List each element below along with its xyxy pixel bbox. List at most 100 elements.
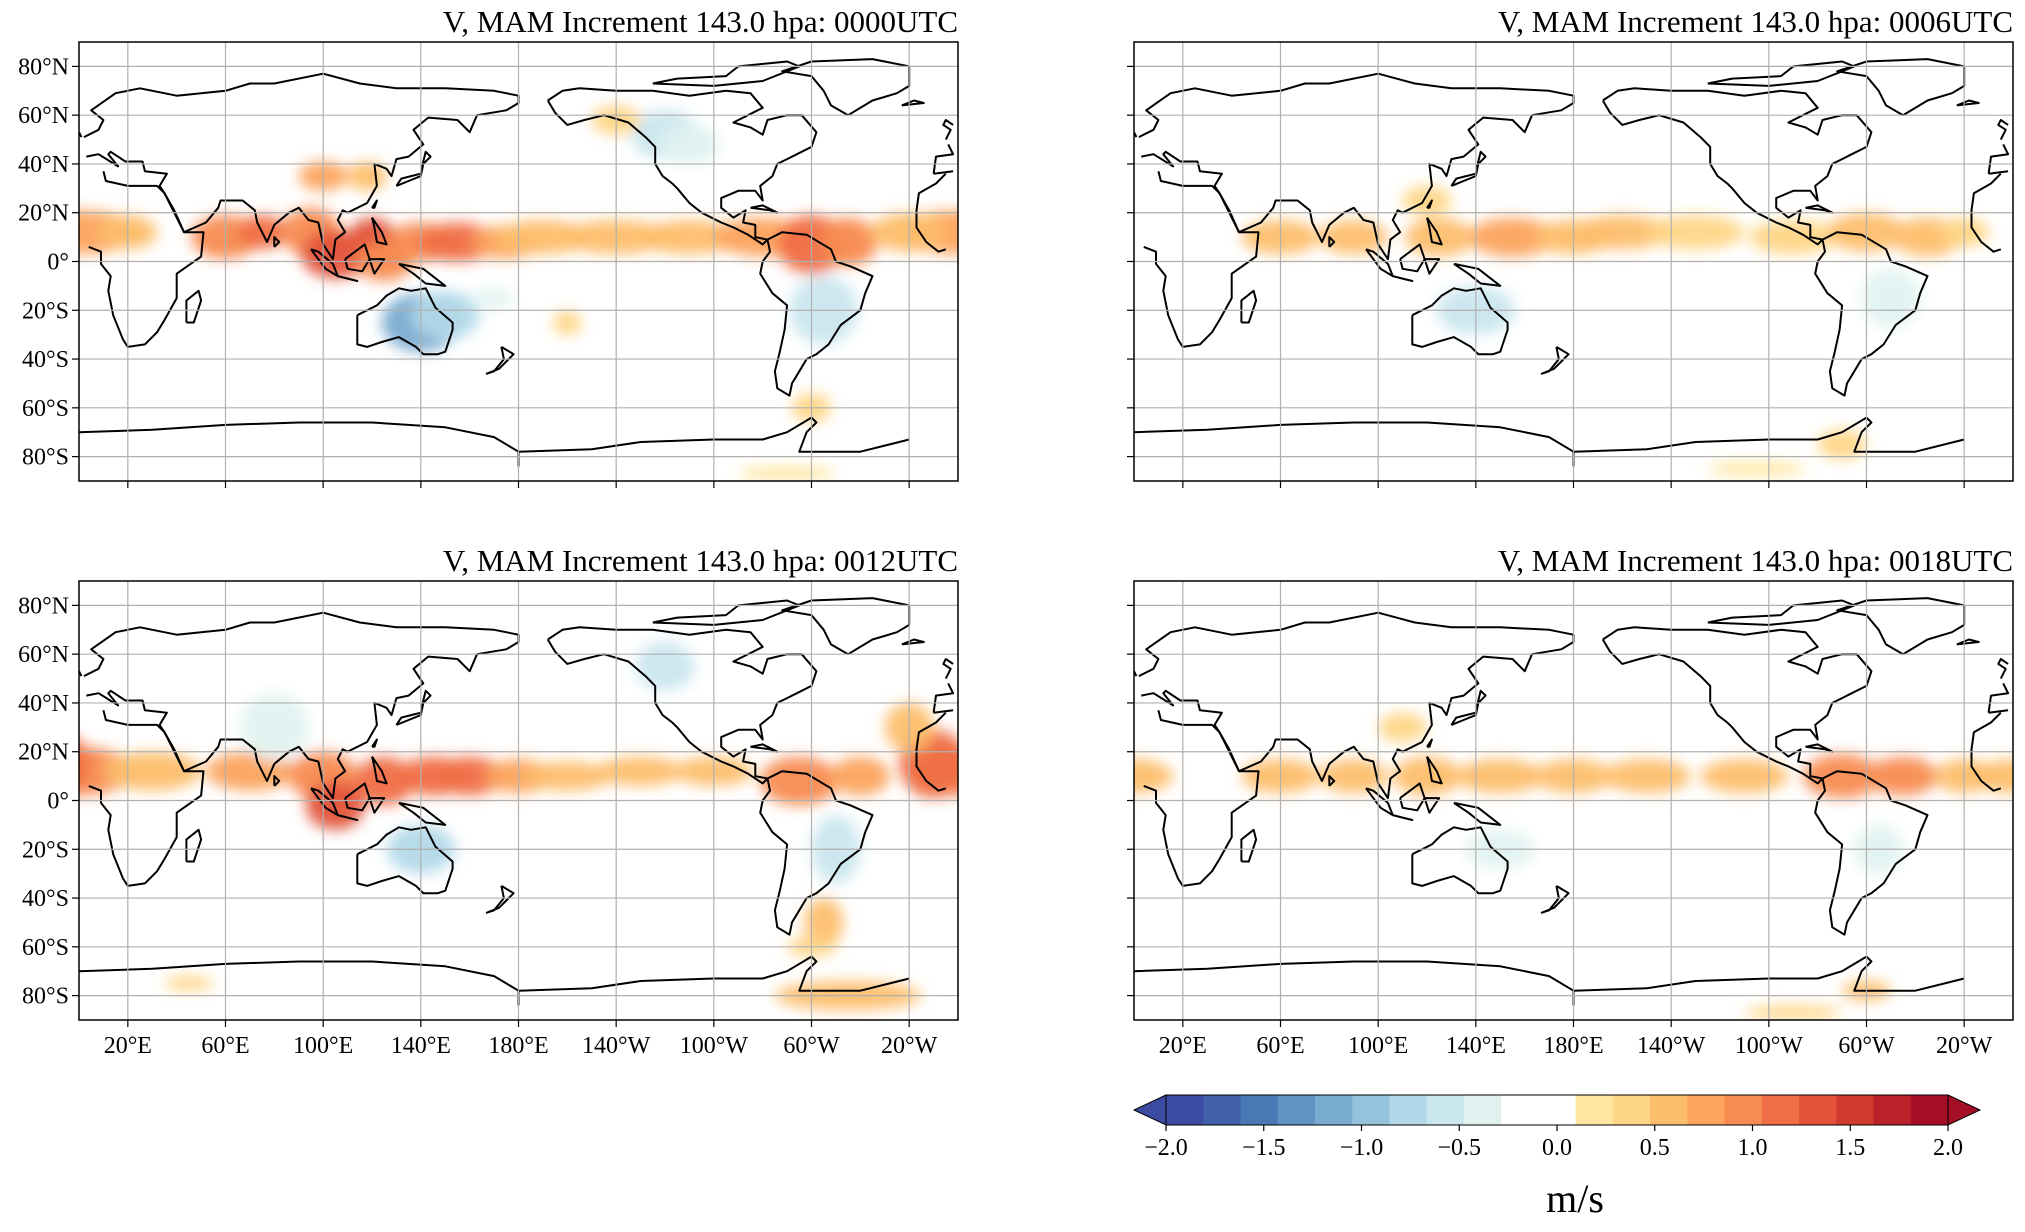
- increment-blob: [1456, 759, 1545, 794]
- lon-labels: 20°E 60°E 100°E 140°E 180°E 140°W 100°W 60°W 20°…: [104, 1020, 938, 1059]
- lon-tick-label: 100°W: [680, 1033, 749, 1059]
- lat-tick-label: 60°S: [22, 935, 69, 961]
- increment-blob: [1158, 261, 1257, 286]
- lon-tick-label: 60°W: [783, 1033, 840, 1059]
- colorbar-segment: [1389, 1095, 1428, 1125]
- increment-blob: [1468, 217, 1557, 257]
- lat-tick-label: 40°N: [18, 691, 69, 717]
- gridlines: [79, 42, 958, 481]
- lat-tick-label: 40°S: [22, 886, 69, 912]
- increment-blob: [1319, 759, 1388, 794]
- colorbar-tick-label: 2.0: [1933, 1135, 1963, 1161]
- lon-tick-label: 20°W: [1936, 1033, 1993, 1059]
- lat-tick-label: 20°N: [18, 201, 69, 227]
- colorbar-segment: [1240, 1095, 1279, 1125]
- colorbar-segment: [1203, 1095, 1242, 1125]
- increment-blob: [596, 756, 685, 786]
- increment-blob: [240, 693, 309, 762]
- coastlines: [79, 597, 955, 1006]
- gridlines: [1134, 42, 2013, 481]
- lon-tick-label: 100°E: [1348, 1033, 1408, 1059]
- panel-title: V, MAM Increment 143.0 hpa: 0018UTC: [1498, 543, 2013, 578]
- lat-tick-label: 60°N: [18, 642, 69, 668]
- increment-blob: [1868, 756, 1938, 796]
- panel-title: V, MAM Increment 143.0 hpa: 0000UTC: [443, 4, 958, 39]
- colorbar-segment: [1724, 1095, 1763, 1125]
- panel-title: V, MAM Increment 143.0 hpa: 0012UTC: [443, 543, 958, 578]
- colorbar-segment: [1687, 1095, 1726, 1125]
- panel-title: V, MAM Increment 143.0 hpa: 0006UTC: [1498, 4, 2013, 39]
- increment-field: [1134, 712, 2013, 1020]
- colorbar-segment: [1910, 1095, 1949, 1125]
- lon-tick-label: 100°E: [293, 1033, 353, 1059]
- lat-tick-label: 80°S: [22, 445, 69, 471]
- lat-tick-label: 40°N: [18, 152, 69, 178]
- lat-tick-label: 80°N: [18, 593, 69, 619]
- colorbar-segment: [1314, 1095, 1353, 1125]
- lon-tick-label: 140°E: [391, 1033, 451, 1059]
- colorbar-tick-label: −2.0: [1144, 1135, 1188, 1161]
- colorbar-segment: [1277, 1095, 1316, 1125]
- increment-blob: [804, 898, 844, 947]
- increment-blob: [354, 756, 414, 806]
- increment-blob: [635, 641, 695, 691]
- gridlines: [1134, 581, 2013, 1020]
- colorbar-segment: [1612, 1095, 1651, 1125]
- colorbar-tick-label: −1.5: [1242, 1135, 1286, 1161]
- increment-blob: [1646, 215, 1745, 250]
- increment-blob: [1597, 802, 1647, 823]
- increment-blob: [818, 217, 878, 267]
- colorbar-tick-label: 0.5: [1640, 1135, 1670, 1161]
- colorbar-segment: [1761, 1095, 1800, 1125]
- increment-blob: [1749, 220, 1838, 255]
- coastlines: [1134, 58, 2010, 467]
- lon-tick-label: 60°E: [201, 1033, 249, 1059]
- gridlines: [79, 581, 958, 1020]
- lat-tick-label: 80°N: [18, 54, 69, 80]
- increment-blob: [1319, 220, 1388, 255]
- colorbar-extend-max: [1947, 1094, 1982, 1126]
- increment-blob: [523, 761, 612, 791]
- colorbar-segment: [1799, 1095, 1837, 1125]
- increment-blob: [1744, 1005, 1843, 1020]
- increment-blob: [435, 756, 504, 796]
- colorbar-segment: [1873, 1095, 1912, 1125]
- lat-tick-label: 0°: [47, 250, 69, 276]
- lon-tick-label: 100°W: [1735, 1033, 1804, 1059]
- colorbar-segment: [1501, 1095, 1539, 1125]
- increment-blob: [1378, 712, 1428, 742]
- lon-tick-label: 140°W: [1637, 1033, 1706, 1059]
- increment-blob: [1392, 756, 1462, 796]
- colorbar-extend-min: [1132, 1094, 1167, 1126]
- colorbar-segment: [1166, 1095, 1204, 1125]
- increment-blob: [1602, 759, 1691, 794]
- colorbar-segment: [1836, 1095, 1875, 1125]
- lon-tick-label: 60°W: [1838, 1033, 1895, 1059]
- lon-tick-label: 60°E: [1256, 1033, 1304, 1059]
- increment-blob: [660, 124, 719, 164]
- lat-tick-label: 40°S: [22, 347, 69, 373]
- increment-blob: [474, 288, 514, 308]
- colorbar-tick-label: 1.5: [1835, 1135, 1865, 1161]
- colorbar: −2.0 −1.5 −1.0 −0.5 0.0 0.5 1.0 1.5 2.0: [1132, 1094, 1982, 1161]
- map-panel-0012utc: V, MAM Increment 143.0 hpa: 0012UTC 80°N…: [18, 543, 959, 1059]
- lat-labels: 80°N 60°N 40°N 20°N 0° 20°S 40°S 60°S 80°S: [18, 593, 79, 1010]
- colorbar-tick-label: −0.5: [1437, 1135, 1481, 1161]
- increment-blob: [738, 466, 836, 481]
- increment-blob: [760, 756, 839, 806]
- lat-tick-label: 60°S: [22, 396, 69, 422]
- increment-blob: [306, 780, 365, 830]
- lon-tick-label: 20°E: [1159, 1033, 1207, 1059]
- increment-blob: [164, 976, 214, 991]
- coastlines: [79, 58, 955, 467]
- increment-blob: [1134, 759, 1174, 794]
- lat-tick-label: 80°S: [22, 984, 69, 1010]
- increment-blob: [1177, 824, 1237, 850]
- map-panel-0006utc: V, MAM Increment 143.0 hpa: 0006UTC: [1133, 4, 2014, 482]
- colorbar-segment: [1650, 1095, 1688, 1125]
- coastlines: [1134, 597, 2010, 1006]
- lon-tick-label: 180°E: [1543, 1033, 1603, 1059]
- colorbar-tick-label: 1.0: [1738, 1135, 1768, 1161]
- increment-blob: [1707, 461, 1806, 477]
